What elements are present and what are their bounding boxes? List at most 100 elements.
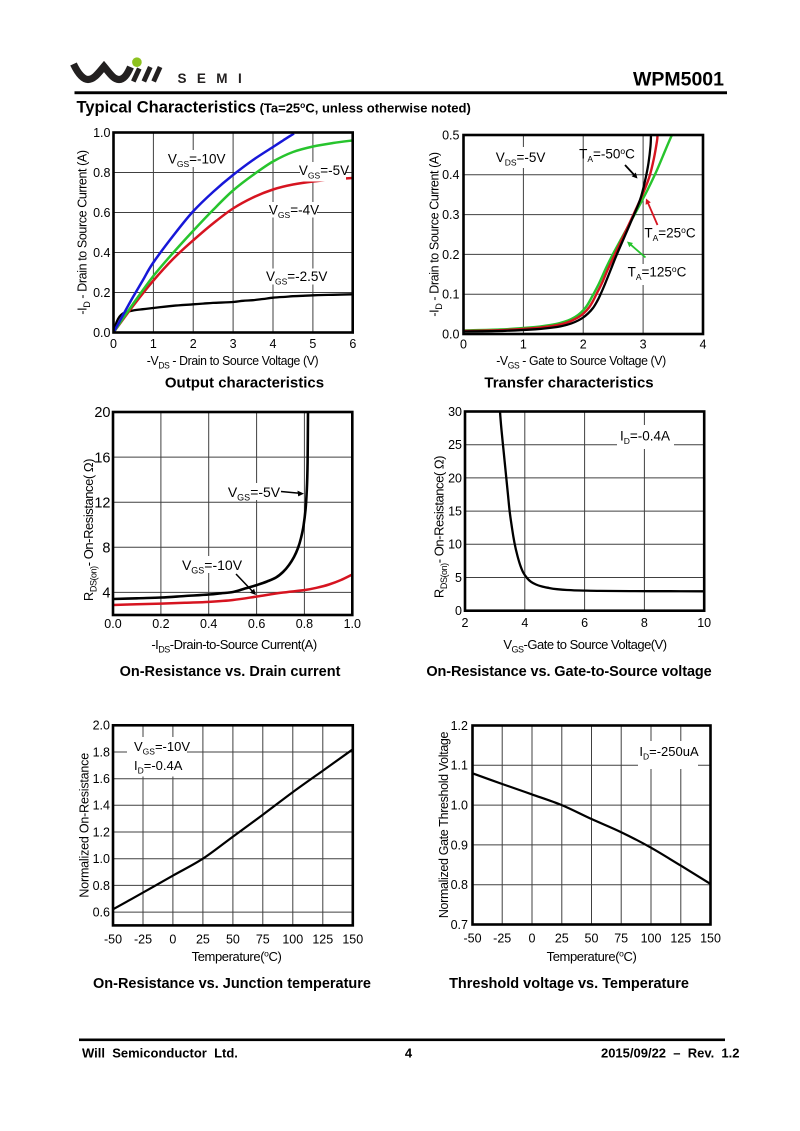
svg-text:1.2: 1.2 xyxy=(451,719,468,733)
svg-text:0.8: 0.8 xyxy=(451,878,468,892)
svg-text:VGS=-10V: VGS=-10V xyxy=(134,739,190,757)
svg-text:1.4: 1.4 xyxy=(93,799,110,813)
svg-text:WPM5001: WPM5001 xyxy=(633,69,724,91)
svg-text:0.2: 0.2 xyxy=(442,248,459,262)
svg-text:100: 100 xyxy=(282,933,303,947)
svg-text:4: 4 xyxy=(521,616,528,630)
svg-text:0.6: 0.6 xyxy=(248,617,265,631)
svg-text:0.9: 0.9 xyxy=(451,838,468,852)
svg-text:4: 4 xyxy=(270,337,277,351)
svg-text:0.8: 0.8 xyxy=(296,617,313,631)
svg-text:Normalized Gate Threshold Volt: Normalized Gate Threshold Voltage xyxy=(437,731,451,918)
svg-text:0.4: 0.4 xyxy=(200,617,217,631)
svg-text:-ID - Drain to Source Current: -ID - Drain to Source Current (A) xyxy=(428,152,445,316)
svg-text:25: 25 xyxy=(448,438,462,452)
svg-text:-50: -50 xyxy=(463,932,481,946)
svg-text:0: 0 xyxy=(110,337,117,351)
svg-text:2: 2 xyxy=(190,337,197,351)
svg-text:10: 10 xyxy=(448,538,462,552)
svg-text:0: 0 xyxy=(460,338,467,352)
svg-text:Threshold voltage vs. Temperat: Threshold voltage vs. Temperature xyxy=(449,976,689,992)
svg-text:5: 5 xyxy=(455,571,462,585)
svg-text:2015/09/22 – Rev. 1.2: 2015/09/22 – Rev. 1.2 xyxy=(601,1046,740,1061)
svg-text:RDS(on)- On-Resistance( Ω): RDS(on)- On-Resistance( Ω) xyxy=(432,456,450,598)
svg-text:5: 5 xyxy=(309,337,316,351)
svg-text:1: 1 xyxy=(150,337,157,351)
svg-text:ID=-0.4A: ID=-0.4A xyxy=(134,758,183,776)
svg-text:2: 2 xyxy=(580,338,587,352)
svg-text:0.2: 0.2 xyxy=(152,617,169,631)
svg-text:On-Resistance vs. Junction tem: On-Resistance vs. Junction temperature xyxy=(93,976,371,992)
svg-text:VGS=-10V: VGS=-10V xyxy=(168,152,226,170)
svg-text:VGS-Gate to Source Voltage(V): VGS-Gate to Source Voltage(V) xyxy=(503,637,666,655)
svg-text:SEMI: SEMI xyxy=(178,71,253,86)
svg-text:1: 1 xyxy=(520,338,527,352)
svg-text:VDS=-5V: VDS=-5V xyxy=(496,150,546,168)
svg-text:RDS(on)- On-Resistance( Ω): RDS(on)- On-Resistance( Ω) xyxy=(81,459,99,601)
svg-text:Normalized On-Resistance: Normalized On-Resistance xyxy=(78,753,92,898)
svg-text:20: 20 xyxy=(94,405,110,421)
svg-text:-ID - Drain to Source Current: -ID - Drain to Source Current (A) xyxy=(76,150,93,314)
svg-text:ID=-250uA: ID=-250uA xyxy=(639,744,699,762)
svg-text:8: 8 xyxy=(641,616,648,630)
svg-text:TA=125oC: TA=125oC xyxy=(628,264,687,282)
svg-text:0.6: 0.6 xyxy=(93,206,110,220)
svg-text:Will Semiconductor Ltd.: Will Semiconductor Ltd. xyxy=(82,1046,238,1061)
svg-text:1.8: 1.8 xyxy=(93,745,110,759)
svg-text:On-Resistance vs. Drain curren: On-Resistance vs. Drain current xyxy=(120,664,341,680)
svg-text:1.0: 1.0 xyxy=(451,799,468,813)
svg-text:3: 3 xyxy=(230,337,237,351)
svg-text:-25: -25 xyxy=(134,933,152,947)
svg-text:0.8: 0.8 xyxy=(93,166,110,180)
svg-text:-VGS - Gate to Source Voltage: -VGS - Gate to Source Voltage (V) xyxy=(496,354,666,371)
svg-text:50: 50 xyxy=(226,933,240,947)
svg-text:Temperature(oC): Temperature(oC) xyxy=(192,949,282,965)
svg-text:150: 150 xyxy=(700,932,721,946)
svg-text:TA=25oC: TA=25oC xyxy=(644,225,696,243)
svg-text:30: 30 xyxy=(448,405,462,419)
svg-text:4: 4 xyxy=(102,586,110,602)
svg-text:VGS=-5V: VGS=-5V xyxy=(299,163,349,181)
svg-text:On-Resistance vs. Gate-to-Sour: On-Resistance vs. Gate-to-Source voltage xyxy=(426,664,711,680)
svg-text:25: 25 xyxy=(196,933,210,947)
svg-text:4: 4 xyxy=(700,338,707,352)
svg-text:0.6: 0.6 xyxy=(93,906,110,920)
svg-text:0.0: 0.0 xyxy=(442,327,459,341)
svg-text:125: 125 xyxy=(312,933,333,947)
svg-text:3: 3 xyxy=(640,338,647,352)
svg-text:0.0: 0.0 xyxy=(104,617,121,631)
svg-text:1.0: 1.0 xyxy=(93,126,110,140)
svg-text:4: 4 xyxy=(405,1046,413,1061)
svg-text:16: 16 xyxy=(94,450,110,466)
svg-text:Output characteristics: Output characteristics xyxy=(165,375,324,392)
svg-text:1.0: 1.0 xyxy=(93,852,110,866)
svg-text:VGS=-4V: VGS=-4V xyxy=(269,203,319,221)
svg-text:125: 125 xyxy=(670,932,691,946)
svg-text:12: 12 xyxy=(94,495,110,511)
svg-text:20: 20 xyxy=(448,471,462,485)
svg-text:-IDS-Drain-to-Source Current(A: -IDS-Drain-to-Source Current(A) xyxy=(151,637,317,655)
svg-text:Transfer characteristics: Transfer characteristics xyxy=(484,375,653,392)
svg-text:0.4: 0.4 xyxy=(93,246,110,260)
svg-text:Temperature(oC): Temperature(oC) xyxy=(547,949,637,965)
svg-text:6: 6 xyxy=(581,616,588,630)
svg-text:Typical Characteristics (Ta=25: Typical Characteristics (Ta=25oC, unless… xyxy=(77,99,471,117)
svg-text:0: 0 xyxy=(455,604,462,618)
svg-text:VGS=-5V: VGS=-5V xyxy=(228,484,281,503)
svg-text:0.4: 0.4 xyxy=(442,168,459,182)
svg-text:100: 100 xyxy=(641,932,662,946)
svg-text:0.5: 0.5 xyxy=(442,128,459,142)
svg-text:0.0: 0.0 xyxy=(93,326,110,340)
svg-text:2.0: 2.0 xyxy=(93,719,110,733)
svg-text:75: 75 xyxy=(614,932,628,946)
svg-text:-50: -50 xyxy=(104,933,122,947)
svg-text:-VDS - Drain to Source Voltage: -VDS - Drain to Source Voltage (V) xyxy=(147,354,319,371)
svg-text:75: 75 xyxy=(256,933,270,947)
svg-text:-25: -25 xyxy=(493,932,511,946)
svg-text:0: 0 xyxy=(169,933,176,947)
svg-text:25: 25 xyxy=(555,932,569,946)
svg-text:VGS=-10V: VGS=-10V xyxy=(182,557,243,576)
svg-text:0.8: 0.8 xyxy=(93,879,110,893)
svg-text:0.2: 0.2 xyxy=(93,286,110,300)
svg-text:0.7: 0.7 xyxy=(451,918,468,932)
